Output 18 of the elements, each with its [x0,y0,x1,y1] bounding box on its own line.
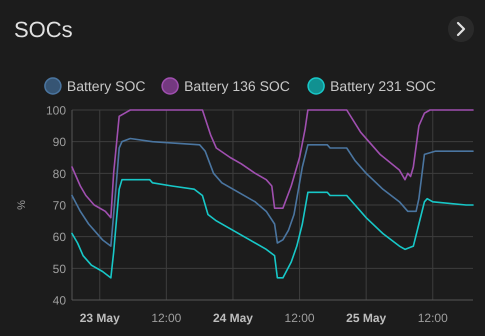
legend-label: Battery 231 SOC [330,78,436,94]
x-tick-label: 23 May [80,311,120,325]
x-tick-label: 12:00 [151,311,182,325]
x-tick-label: 12:00 [284,311,315,325]
y-tick-label: 80 [52,166,66,181]
x-tick-label: 25 May [346,311,386,325]
y-tick-label: 100 [46,104,66,118]
legend-label: Battery 136 SOC [184,78,290,94]
y-tick-label: 60 [52,230,66,244]
legend-label: Battery SOC [66,78,146,94]
x-tick-label: 24 May [212,311,254,325]
y-tick-label: 70 [52,198,66,212]
y-tick-label: 90 [52,135,66,150]
x-tick-label: 12:00 [418,311,448,325]
y-tick-label: 40 [52,294,66,308]
chart-title: SOCs [14,17,73,42]
y-axis-title: % [16,200,28,210]
y-tick-label: 50 [52,262,66,276]
